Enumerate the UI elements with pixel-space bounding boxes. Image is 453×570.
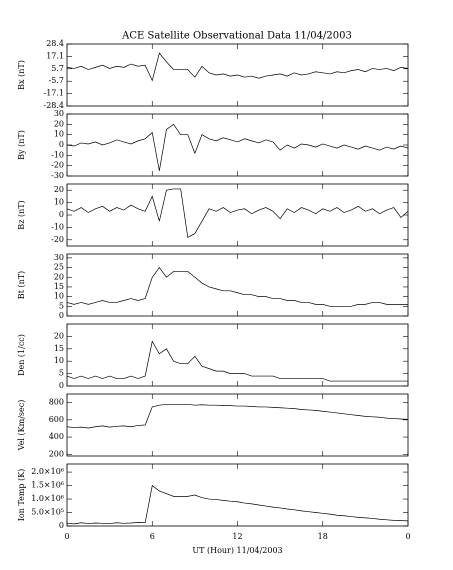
y-axis-label: Den (1/cc) [17, 334, 26, 376]
y-tick-label: -30 [51, 171, 64, 180]
y-tick-label: 15 [54, 344, 64, 353]
y-axis-label: Bx (nT) [17, 60, 26, 90]
y-tick-label: -20 [51, 161, 64, 170]
y-tick-label: 1.5×10⁶ [31, 481, 64, 490]
y-tick-label: -17.1 [43, 89, 64, 98]
y-axis-label: Bz (nT) [17, 200, 26, 229]
y-axis-label: Ion Temp (K) [17, 469, 26, 522]
y-tick-label: 0 [59, 210, 64, 219]
y-tick-label: 5 [59, 301, 64, 310]
y-tick-label: 5 [59, 369, 64, 378]
data-line [66, 52, 409, 82]
y-tick-label: 28.4 [46, 39, 64, 48]
y-axis-label: Vel (Km/sec) [17, 400, 26, 452]
x-tick-label: 12 [232, 532, 242, 541]
y-tick-label: 20 [54, 272, 64, 281]
y-tick-label: 0 [59, 381, 64, 390]
chart-title: ACE Satellite Observational Data 11/04/2… [121, 31, 352, 42]
y-tick-label: 10 [54, 198, 64, 207]
y-tick-label: 15 [54, 282, 64, 291]
y-tick-label: 20 [54, 119, 64, 128]
y-tick-label: 10 [54, 130, 64, 139]
y-tick-label: 17.1 [46, 51, 64, 60]
y-tick-label: 30 [54, 109, 64, 118]
y-tick-label: -20 [51, 235, 64, 244]
y-tick-label: 200 [49, 449, 64, 458]
y-tick-label: 20 [54, 185, 64, 194]
data-line [66, 484, 409, 525]
y-tick-label: 20 [54, 331, 64, 340]
x-tick-label: 0 [405, 532, 410, 541]
data-line [66, 123, 409, 171]
y-axis-label: By (nT) [17, 130, 26, 160]
y-tick-label: 800 [49, 398, 64, 407]
data-line [66, 188, 409, 238]
y-tick-label: -10 [51, 150, 64, 159]
y-tick-label: 0 [59, 140, 64, 149]
y-tick-label: 400 [49, 432, 64, 441]
y-tick-label: 600 [49, 415, 64, 424]
y-tick-label: -28.4 [43, 101, 64, 110]
y-tick-label: 10 [54, 292, 64, 301]
y-tick-label: 1.0×10⁶ [31, 494, 64, 503]
y-tick-label: 30 [54, 253, 64, 262]
y-axis-label: Bt (nT) [17, 271, 26, 299]
y-tick-label: -5.7 [49, 76, 64, 85]
x-tick-label: 18 [318, 532, 328, 541]
data-line [66, 266, 408, 307]
y-tick-label: 0 [59, 311, 64, 320]
y-tick-label: 0 [59, 521, 64, 530]
y-tick-label: 2.0×10⁶ [31, 467, 64, 476]
y-tick-label: 5.7 [51, 64, 64, 73]
x-tick-label: 0 [64, 532, 69, 541]
x-tick-label: 6 [150, 532, 155, 541]
data-line [66, 340, 408, 382]
data-line [66, 403, 409, 429]
y-tick-label: 10 [54, 356, 64, 365]
x-axis-label: UT (Hour) 11/04/2003 [192, 546, 282, 555]
y-tick-label: -10 [51, 222, 64, 231]
y-tick-label: 5.0×10⁵ [31, 508, 64, 517]
y-tick-label: 25 [54, 263, 64, 272]
